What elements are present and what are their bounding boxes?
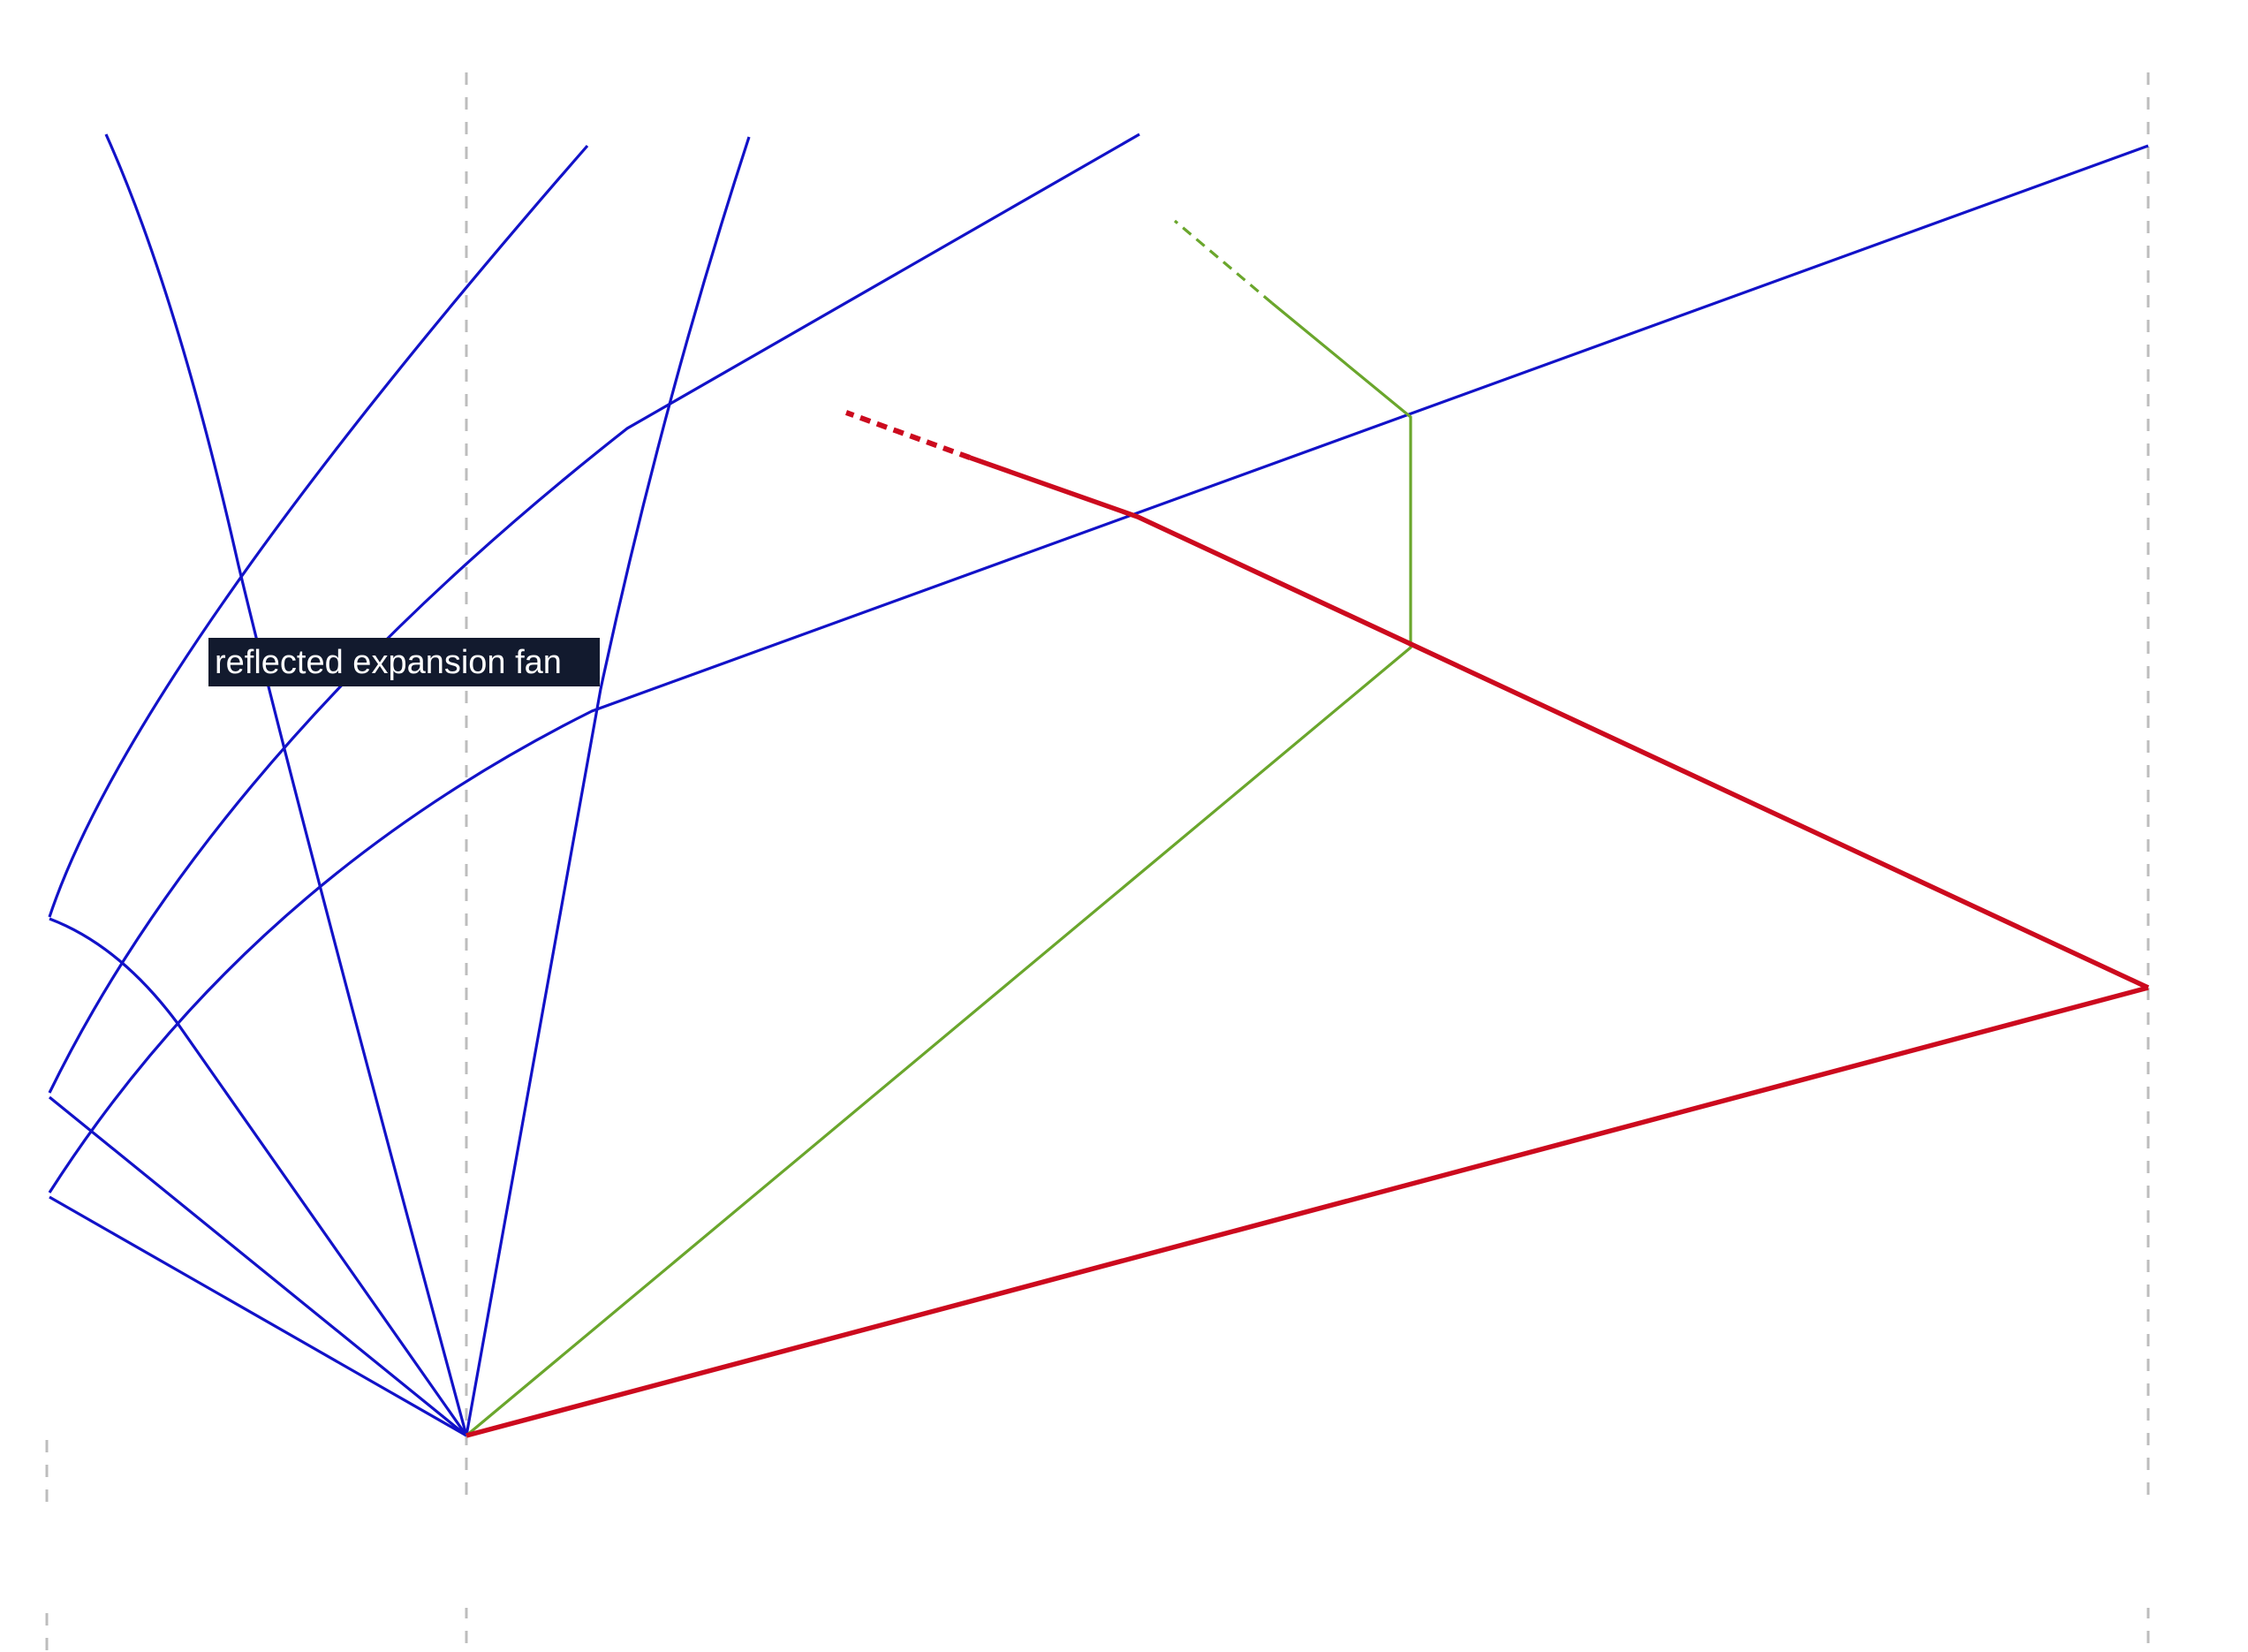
shock-line-incident [465, 985, 2149, 1438]
fan-label-text: reflected expansion fan [215, 644, 562, 681]
expansion-fan [48, 133, 2149, 1437]
fan-characteristic-1 [49, 1195, 467, 1437]
shock-line-dashed [844, 410, 972, 460]
contact-discontinuity [465, 219, 1412, 1437]
shock-path [465, 410, 2150, 1438]
contact-line-dashed [1173, 219, 1274, 305]
fan-characteristic-3 [49, 917, 468, 1436]
fan-characteristic-4 [104, 133, 468, 1436]
contact-line-lower [465, 301, 1412, 1437]
fan-reflected-3 [48, 144, 589, 918]
fan-characteristic-2 [48, 1095, 468, 1437]
fan-label-background [208, 638, 600, 686]
fan-characteristic-5 [465, 136, 751, 1436]
guide-gap-mask [0, 1504, 2248, 1608]
fan-reflected-1 [48, 144, 2149, 1194]
shock-line-reflected [969, 455, 2150, 990]
guide-lines [0, 72, 2248, 1652]
fan-reflected-2 [48, 133, 1140, 1094]
fan-label: reflected expansion fan [208, 638, 600, 686]
